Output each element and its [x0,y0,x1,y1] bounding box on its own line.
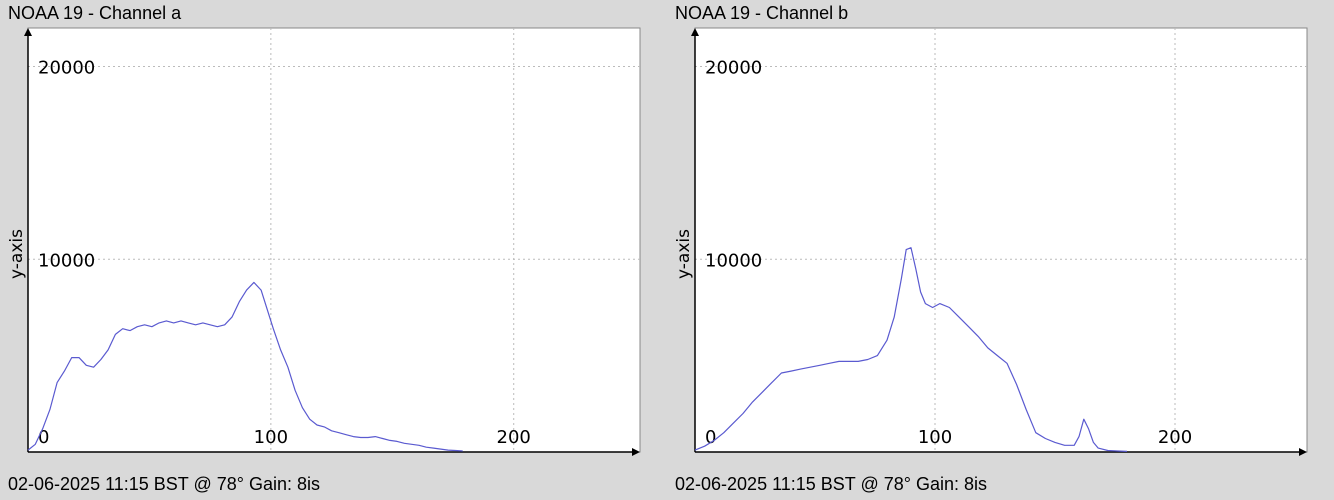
y-tick-label: 0 [705,427,716,448]
x-tick-label: 100 [918,427,952,448]
x-tick-label: 200 [497,427,531,448]
chart-footer: 02-06-2025 11:15 BST @ 78° Gain: 8is [8,474,320,494]
y-tick-label: 0 [38,427,49,448]
chart-title: NOAA 19 - Channel a [8,3,182,23]
plot-area [27,27,641,453]
y-tick-label: 20000 [38,58,95,79]
chart-b-plot: 100 200 0 10000 20000 y-axis [674,27,1308,456]
chart-panel-a: NOAA 19 - Channel a 100 200 0 10000 20000 y-a… [7,3,641,494]
chart-footer: 02-06-2025 11:15 BST @ 78° Gain: 8is [675,474,987,494]
x-tick-label: 100 [254,427,288,448]
plot-area [694,27,1308,453]
chart-panel-b: NOAA 19 - Channel b 100 200 0 10000 20000 y-a… [667,0,1334,500]
series-line [27,281,463,452]
y-axis-label: y-axis [674,229,694,279]
y-axis-arrow [691,28,699,36]
y-axis-label: y-axis [7,229,27,279]
y-tick-label: 10000 [38,250,95,271]
chart-a-plot: 100 200 0 10000 20000 y-axis [7,27,641,456]
x-axis-arrow [632,448,640,456]
series-line [694,247,1128,452]
y-axis-arrow [24,28,32,36]
y-tick-label: 20000 [705,58,762,79]
chart-title: NOAA 19 - Channel b [675,3,849,23]
y-tick-label: 10000 [705,250,762,271]
x-axis-arrow [1299,448,1307,456]
x-tick-label: 200 [1158,427,1192,448]
